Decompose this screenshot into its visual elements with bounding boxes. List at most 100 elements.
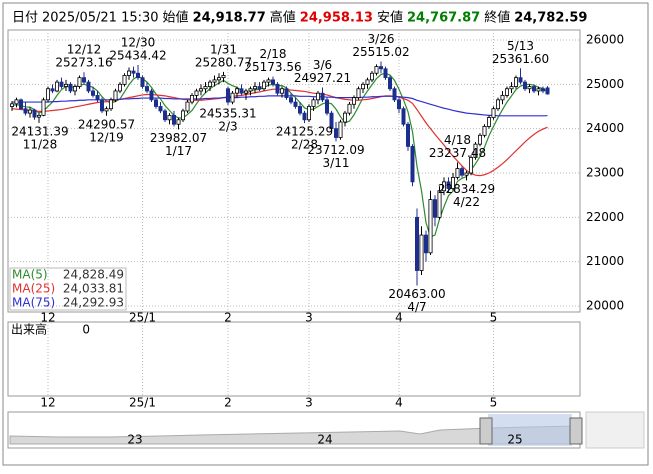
annotation-value: 22834.29 bbox=[438, 182, 495, 196]
candle-body bbox=[140, 77, 145, 87]
candle-body bbox=[41, 99, 46, 116]
candle-body bbox=[477, 134, 482, 145]
candle-body bbox=[144, 86, 149, 92]
header: 日付 2025/05/21 15:30 始値 24,918.77 高値 24,958.13… bbox=[12, 10, 587, 26]
candle-body bbox=[455, 168, 460, 178]
candle-body bbox=[234, 88, 239, 94]
annotation-date: 4/7 bbox=[407, 300, 426, 314]
y-tick-label: 21000 bbox=[586, 254, 624, 268]
candle-body bbox=[216, 77, 221, 81]
candle-body bbox=[248, 88, 253, 92]
candle-body bbox=[158, 106, 163, 112]
navigator-handle-left[interactable] bbox=[479, 417, 493, 445]
annotation-value: 25280.77 bbox=[195, 55, 252, 69]
volume-panel bbox=[7, 321, 581, 397]
annotation-date: 3/11 bbox=[323, 156, 350, 170]
candle-body bbox=[203, 86, 208, 90]
candle-body bbox=[441, 181, 446, 192]
candle-body bbox=[131, 70, 136, 74]
y-tick-label: 25000 bbox=[586, 77, 624, 91]
annotation-date: 3/26 bbox=[368, 32, 395, 46]
navigator-selection[interactable] bbox=[488, 414, 572, 446]
header-text: 24,918.77 bbox=[193, 11, 266, 26]
candle-body bbox=[284, 88, 289, 99]
candle-body bbox=[365, 79, 370, 85]
candle-body bbox=[91, 90, 96, 96]
x-tick-label: 3 bbox=[305, 396, 313, 410]
x-tick-label: 5 bbox=[490, 311, 498, 325]
scroll-area bbox=[585, 411, 645, 449]
x-tick-label: 2 bbox=[224, 311, 232, 325]
candle-body bbox=[405, 123, 410, 147]
annotation-date: 12/12 bbox=[67, 43, 102, 57]
candle-body bbox=[482, 126, 487, 136]
candle-body bbox=[68, 83, 73, 92]
x-tick-label: 25/1 bbox=[129, 396, 156, 410]
candle-body bbox=[207, 81, 212, 87]
header-text: 高値 bbox=[270, 10, 296, 26]
annotation-value: 25173.56 bbox=[244, 60, 301, 74]
candle-body bbox=[541, 88, 546, 92]
legend-value: 24,033.81 bbox=[63, 282, 124, 296]
x-tick-label: 4 bbox=[395, 396, 403, 410]
annotation-date: 4/22 bbox=[453, 195, 480, 209]
candle-body bbox=[50, 88, 55, 92]
candle-body bbox=[446, 181, 451, 189]
annotation-date: 2/18 bbox=[260, 47, 287, 61]
candle-body bbox=[527, 86, 532, 90]
candle-body bbox=[504, 88, 509, 96]
candle-body bbox=[464, 172, 469, 176]
header-text: 日付 bbox=[12, 11, 38, 26]
x-tick-label: 3 bbox=[305, 311, 313, 325]
candle-body bbox=[302, 112, 307, 121]
annotation-value: 24927.21 bbox=[294, 71, 351, 85]
candle-body bbox=[437, 190, 442, 218]
candle-body bbox=[387, 77, 392, 90]
candle-body bbox=[356, 88, 361, 99]
candle-body bbox=[180, 110, 185, 121]
candle-body bbox=[122, 75, 127, 85]
candle-body bbox=[252, 86, 257, 90]
annotation-value: 23982.07 bbox=[150, 131, 207, 145]
candle-body bbox=[266, 79, 271, 83]
candle-body bbox=[64, 83, 69, 87]
candle-body bbox=[14, 99, 19, 105]
header-text: 24,958.13 bbox=[300, 11, 373, 26]
candle-body bbox=[297, 106, 302, 114]
candle-body bbox=[495, 99, 500, 110]
candle-body bbox=[32, 109, 37, 118]
header-text: 始値 bbox=[163, 10, 189, 26]
candle-body bbox=[514, 77, 519, 87]
candle-body bbox=[279, 88, 284, 94]
annotation-value: 25515.02 bbox=[352, 45, 409, 59]
candle-body bbox=[104, 108, 109, 112]
candle-body bbox=[500, 95, 505, 101]
header-text: 終値 bbox=[484, 10, 510, 26]
volume-tick-label: 0 bbox=[82, 323, 90, 337]
candle-body bbox=[369, 72, 374, 81]
legend-name: MA(75) bbox=[12, 296, 55, 310]
candle-body bbox=[532, 86, 537, 92]
candle-body bbox=[100, 99, 105, 112]
header-text: 24,782.59 bbox=[514, 11, 587, 26]
candle-body bbox=[221, 75, 226, 79]
annotation-date: 2/28 bbox=[291, 138, 318, 152]
candle-body bbox=[275, 83, 280, 94]
candle-body bbox=[320, 92, 325, 101]
candle-body bbox=[342, 112, 347, 123]
candle-body bbox=[468, 157, 473, 174]
candle-body bbox=[414, 216, 419, 271]
candle-body bbox=[347, 103, 352, 114]
candle-body bbox=[338, 121, 343, 138]
candle-body bbox=[288, 97, 293, 103]
x-tick-label: 5 bbox=[490, 396, 498, 410]
header-text: 24,767.87 bbox=[407, 11, 480, 26]
candle-body bbox=[18, 99, 23, 110]
candle-body bbox=[329, 112, 334, 130]
candle-body bbox=[109, 99, 114, 110]
candle-body bbox=[239, 88, 244, 94]
legend-name: MA(25) bbox=[12, 282, 55, 296]
navigator-label: 24 bbox=[317, 433, 332, 447]
navigator-handle-right[interactable] bbox=[569, 417, 583, 445]
